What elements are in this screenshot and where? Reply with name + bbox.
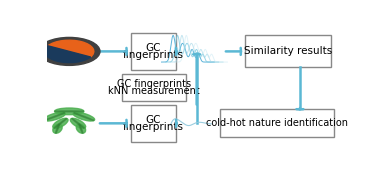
FancyBboxPatch shape	[131, 105, 176, 142]
Ellipse shape	[50, 43, 58, 46]
FancyBboxPatch shape	[122, 74, 186, 101]
Text: GC: GC	[146, 115, 161, 125]
Ellipse shape	[79, 43, 88, 47]
Text: Similarity results: Similarity results	[244, 46, 332, 56]
Ellipse shape	[44, 112, 65, 121]
Wedge shape	[45, 46, 91, 63]
Ellipse shape	[76, 124, 86, 133]
Circle shape	[39, 37, 100, 65]
Ellipse shape	[54, 119, 67, 128]
Ellipse shape	[56, 124, 59, 133]
Ellipse shape	[53, 124, 62, 133]
Ellipse shape	[47, 53, 56, 56]
FancyBboxPatch shape	[245, 35, 332, 67]
Ellipse shape	[70, 118, 86, 128]
Ellipse shape	[67, 39, 71, 42]
Text: cold-hot nature identification: cold-hot nature identification	[206, 118, 348, 128]
Text: fingerprints: fingerprints	[123, 122, 184, 132]
Text: fingerprints: fingerprints	[123, 50, 184, 60]
Ellipse shape	[72, 119, 84, 128]
Ellipse shape	[54, 111, 84, 112]
Text: kNN measurement: kNN measurement	[108, 86, 200, 96]
Ellipse shape	[54, 108, 84, 115]
Wedge shape	[48, 40, 94, 57]
Ellipse shape	[81, 56, 88, 59]
Text: GC fingerprints: GC fingerprints	[117, 79, 191, 89]
Ellipse shape	[45, 113, 65, 121]
Ellipse shape	[73, 112, 94, 121]
Ellipse shape	[79, 124, 83, 133]
FancyBboxPatch shape	[220, 109, 334, 137]
Text: GC: GC	[146, 43, 161, 53]
Ellipse shape	[53, 118, 68, 128]
FancyBboxPatch shape	[131, 33, 176, 70]
Ellipse shape	[74, 113, 94, 121]
